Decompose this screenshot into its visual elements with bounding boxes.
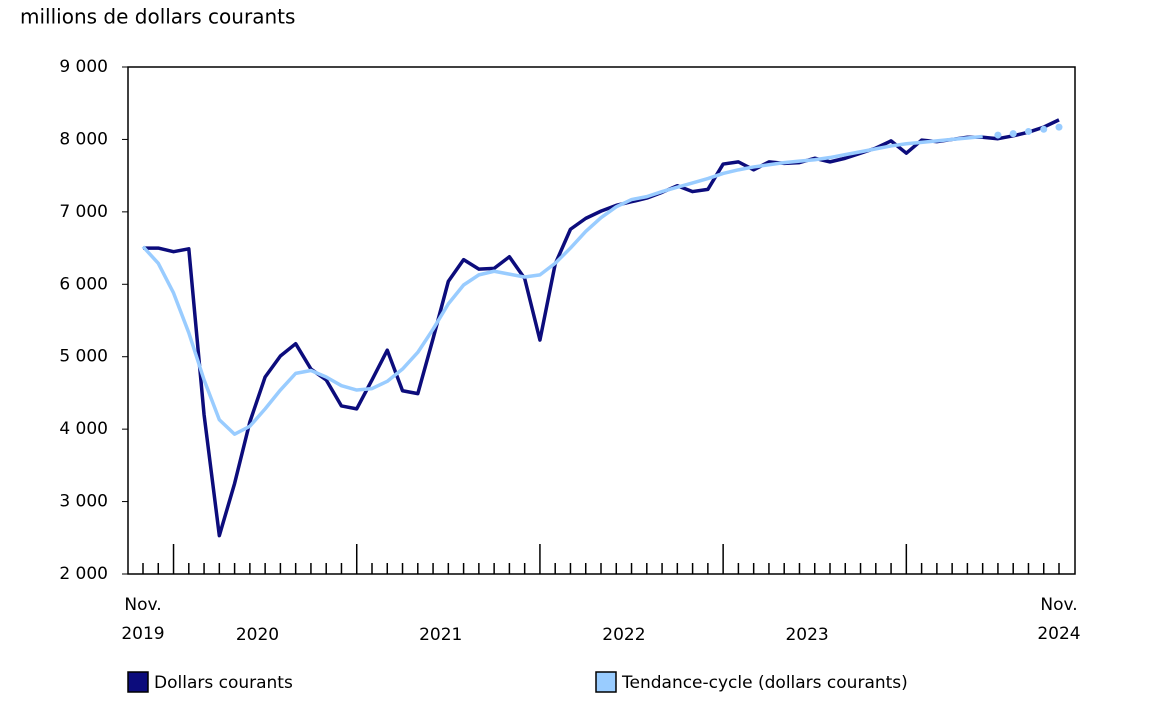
legend-label: Dollars courants <box>154 673 293 693</box>
projected-point <box>1009 130 1017 138</box>
y-tick-label: 9 000 <box>59 57 108 77</box>
x-tick-label: Nov. 2019 <box>121 595 165 644</box>
x-year-label: 2020 <box>236 625 279 645</box>
y-tick-label: 3 000 <box>59 492 108 512</box>
plot-frame <box>127 66 1076 575</box>
y-tick-label: 2 000 <box>59 564 108 584</box>
x-tick-label: Nov. 2024 <box>1037 595 1081 644</box>
y-tick-label: 5 000 <box>59 347 108 367</box>
x-year-label: 2021 <box>419 625 462 645</box>
y-tick-label: 7 000 <box>59 202 108 222</box>
legend-swatch <box>127 671 149 693</box>
series-line <box>141 134 983 436</box>
series-line <box>143 118 1060 538</box>
chart-title: millions de dollars courants <box>20 5 295 29</box>
y-tick-label: 4 000 <box>59 419 108 439</box>
legend-swatch <box>595 671 617 693</box>
projected-point <box>994 131 1002 139</box>
projected-point <box>1040 125 1048 133</box>
legend-label: Tendance-cycle (dollars courants) <box>621 673 908 693</box>
y-tick-label: 6 000 <box>59 274 108 294</box>
y-tick-label: 8 000 <box>59 129 108 149</box>
projected-point <box>1055 123 1063 131</box>
x-year-label: 2022 <box>602 625 645 645</box>
projected-point <box>1024 127 1032 135</box>
x-year-label: 2023 <box>785 625 828 645</box>
